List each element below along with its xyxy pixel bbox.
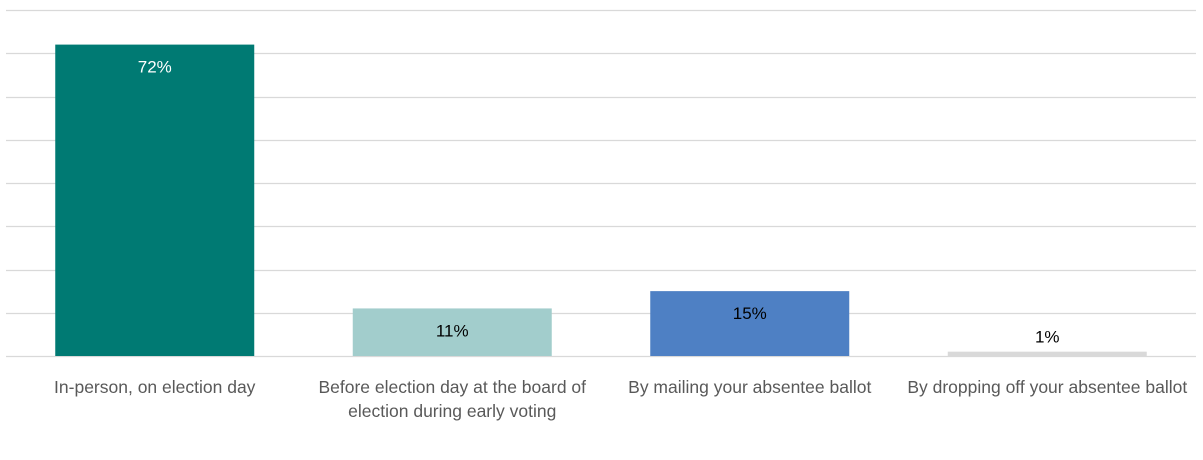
category-label: By mailing your absentee ballot [628,377,872,397]
bar [947,351,1147,356]
category-label: By dropping off your absentee ballot [907,377,1188,397]
category-label: In-person, on election day [54,377,256,397]
bar [55,44,255,356]
category-label: Before election day at the board of elec… [318,377,587,421]
bar-value-label: 15% [733,304,767,323]
bar-value-label: 11% [436,321,469,340]
bar-value-label: 72% [138,58,172,77]
bar-value-label: 1% [1035,328,1060,347]
bar [352,308,552,356]
bar-value-labels: 72% 11% 15% 1% [138,58,1060,347]
bar [650,291,850,356]
bars [55,44,1147,356]
